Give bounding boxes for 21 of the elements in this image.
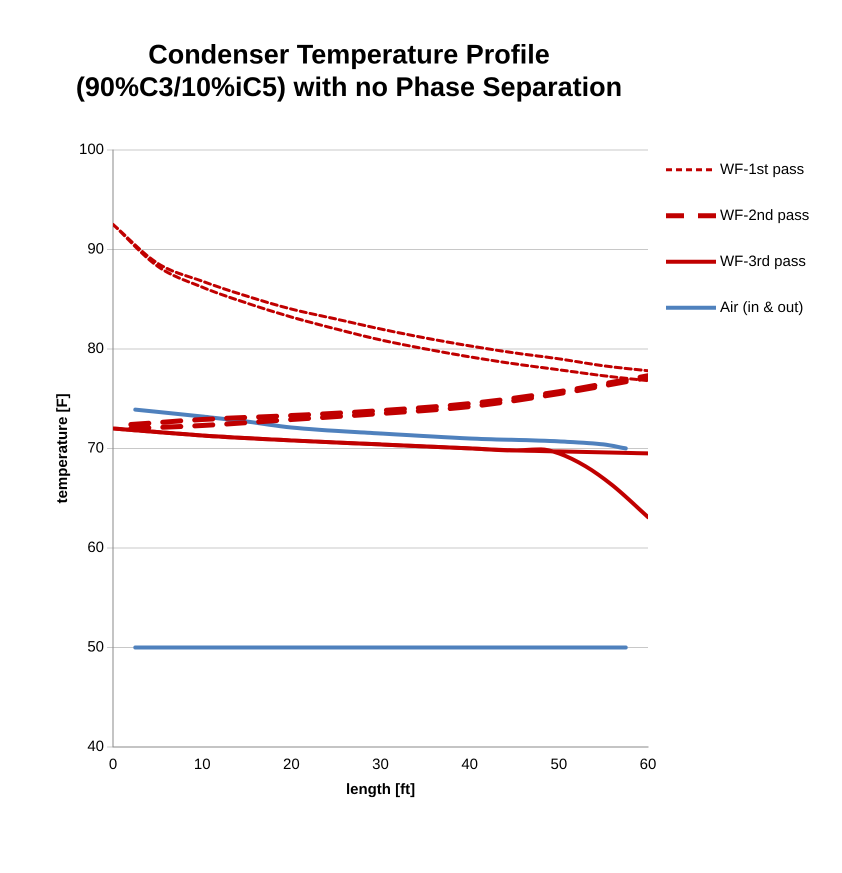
y-tick-label: 90 [87, 240, 104, 258]
y-tick-label: 70 [87, 440, 104, 457]
x-tick-label: 0 [108, 756, 118, 774]
x-axis-title: length [ft] [346, 781, 416, 798]
x-tick-label: 20 [283, 756, 300, 774]
y-tick-label: 60 [87, 539, 104, 556]
x-tick-label: 30 [372, 756, 389, 774]
legend-label: WF-1st pass [720, 160, 804, 178]
legend-label: Air (in & out) [720, 298, 804, 316]
y-tick-label: 100 [78, 140, 104, 158]
legend-label: WF-2nd pass [720, 206, 810, 224]
chart-title: Condenser Temperature Profile (90%C3/10%iC5) with no Phase Separation [76, 40, 622, 102]
legend-label: WF-3rd pass [720, 252, 806, 270]
y-axis-title: temperature [F] [54, 393, 72, 504]
x-tick-label: 10 [194, 756, 211, 774]
y-tick-label: 80 [87, 340, 104, 358]
y-tick-label: 50 [87, 638, 104, 656]
y-tick-label: 40 [87, 738, 104, 756]
x-tick-label: 50 [550, 756, 568, 774]
x-tick-label: 60 [640, 756, 656, 774]
x-tick-label: 40 [461, 756, 478, 774]
